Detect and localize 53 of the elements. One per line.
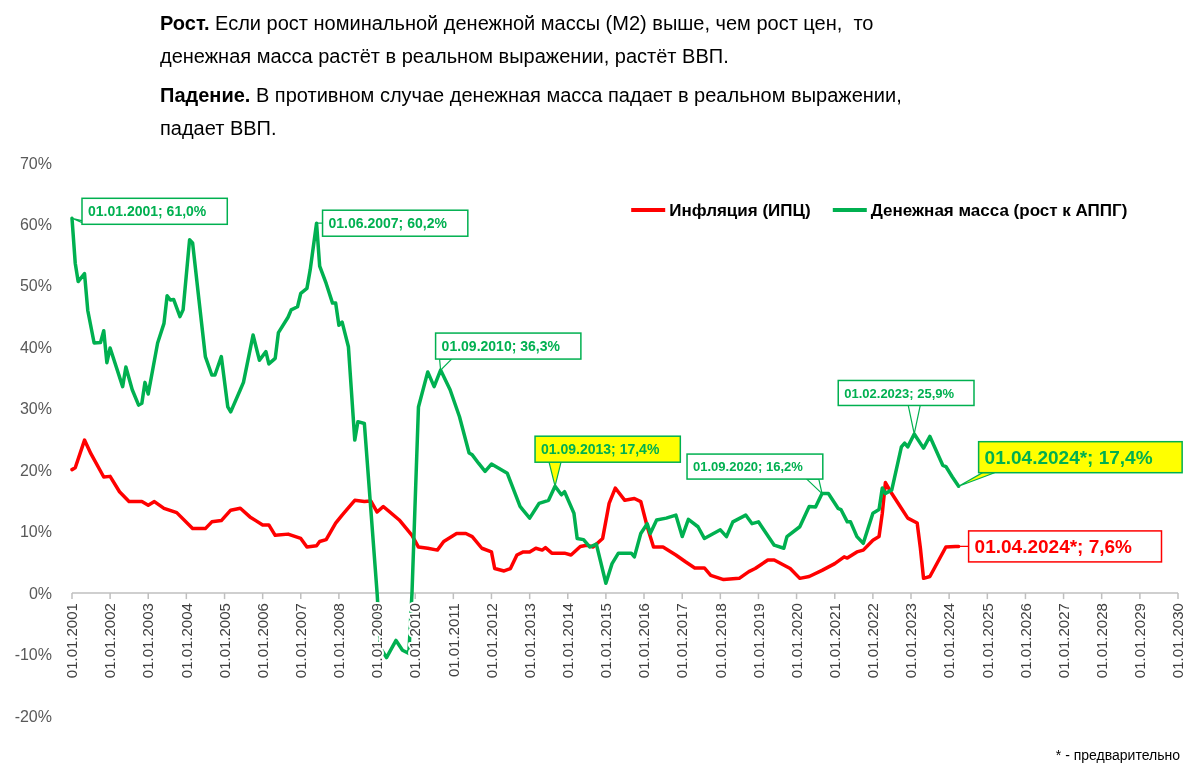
legend-label: Инфляция (ИПЦ): [669, 200, 811, 220]
x-tick-label: 01.01.2001: [63, 603, 81, 679]
x-tick-label: 01.01.2018: [711, 603, 729, 679]
chart-title: Рост. Если рост номинальной денежной массы (M2) выше, чем рост цен, то денежная масса растёт в реальном выражении, растёт ВВП.: [160, 12, 874, 67]
x-tick-label: 01.01.2019: [749, 603, 767, 679]
x-tick-label: 01.01.2002: [101, 603, 119, 679]
x-tick-label: 01.01.2028: [1092, 603, 1110, 679]
chart-subtitle: Падение. В противном случае денежная масса падает в реальном выражении, падает ВВП.: [160, 84, 902, 139]
x-tick-label: 01.01.2024: [940, 603, 958, 679]
x-tick-label: 01.01.2023: [902, 603, 920, 679]
y-tick-label: 60%: [19, 216, 52, 234]
y-tick-label: -10%: [14, 646, 52, 664]
annotation: 01.09.2020; 16,2%: [693, 459, 804, 475]
annotation: 01.09.2013; 17,4%: [541, 441, 660, 458]
annotation: 01.04.2024*; 17,4%: [984, 446, 1153, 468]
x-tick-label: 01.01.2025: [978, 603, 996, 679]
annotation: 01.02.2023; 25,9%: [844, 385, 955, 401]
y-tick-label: 0%: [28, 584, 52, 602]
x-tick-label: 01.01.2004: [177, 603, 195, 679]
x-tick-label: 01.01.2003: [139, 603, 157, 679]
x-tick-label: 01.01.2030: [1169, 603, 1187, 679]
x-tick-label: 01.01.2009: [368, 603, 386, 679]
y-tick-label: 50%: [19, 277, 52, 295]
x-tick-label: 01.01.2013: [520, 603, 538, 679]
x-tick-label: 01.01.2029: [1131, 603, 1149, 679]
x-tick-label: 01.01.2015: [597, 603, 615, 679]
y-tick-label: 40%: [19, 338, 52, 356]
text: * - предварительно: [1055, 747, 1181, 763]
x-tick-label: 01.01.2017: [673, 603, 691, 679]
x-tick-label: 01.01.2014: [559, 603, 577, 679]
x-tick-label: 01.01.2010: [406, 603, 424, 679]
x-tick-label: 01.01.2026: [1016, 603, 1034, 679]
x-tick-label: 01.01.2006: [253, 603, 271, 679]
y-tick-label: 20%: [19, 461, 52, 479]
x-tick-label: 01.01.2008: [330, 603, 348, 679]
x-tick-label: 01.01.2016: [635, 603, 653, 679]
y-tick-label: 70%: [19, 154, 52, 172]
x-tick-label: 01.01.2011: [444, 603, 462, 678]
x-tick-label: 01.01.2007: [292, 603, 310, 679]
y-tick-label: 10%: [19, 523, 52, 541]
annotation: 01.04.2024*; 7,6%: [974, 536, 1133, 558]
annotation: 01.09.2010; 36,3%: [441, 337, 561, 354]
x-tick-label: 01.01.2005: [215, 603, 233, 679]
x-tick-label: 01.01.2012: [482, 603, 500, 679]
x-tick-label: 01.01.2022: [864, 603, 882, 679]
y-tick-label: 30%: [19, 400, 52, 418]
x-tick-label: 01.01.2027: [1054, 603, 1072, 679]
annotation: 01.01.2001; 61,0%: [88, 203, 207, 220]
x-tick-label: 01.01.2021: [826, 603, 844, 679]
x-tick-label: 01.01.2020: [787, 603, 805, 679]
legend-label: Денежная масса (рост к АППГ): [870, 200, 1128, 220]
annotation: 01.06.2007; 60,2%: [328, 215, 448, 232]
y-tick-label: -20%: [14, 707, 52, 725]
